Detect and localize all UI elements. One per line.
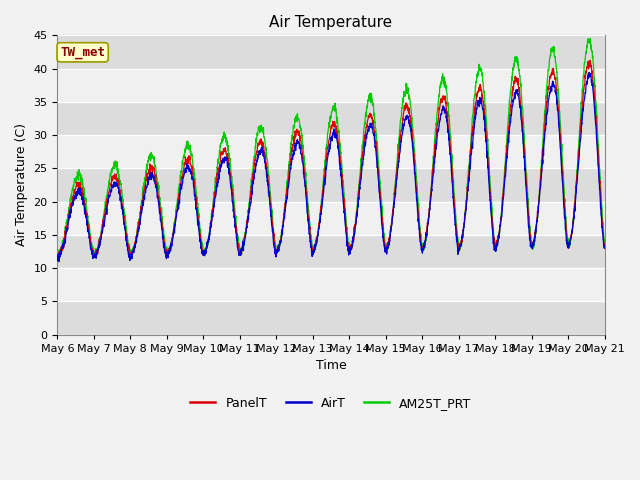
PanelT xyxy=(359,153,367,158)
Bar xyxy=(58,235,605,268)
AM25T_PRT xyxy=(552,67,560,72)
Bar xyxy=(58,36,605,69)
PanelT xyxy=(601,242,609,248)
AM25T_PRT xyxy=(206,220,214,226)
AirT xyxy=(54,257,61,263)
PanelT xyxy=(54,256,61,262)
Legend: PanelT, AirT, AM25T_PRT: PanelT, AirT, AM25T_PRT xyxy=(186,392,477,415)
Line: AM25T_PRT: AM25T_PRT xyxy=(58,38,605,259)
Bar xyxy=(58,135,605,168)
AM25T_PRT xyxy=(54,256,62,262)
X-axis label: Time: Time xyxy=(316,359,346,372)
PanelT xyxy=(586,58,594,63)
PanelT xyxy=(552,84,560,89)
AM25T_PRT xyxy=(490,236,498,242)
PanelT xyxy=(206,225,214,230)
AirT xyxy=(586,70,593,75)
Bar xyxy=(58,102,605,135)
AirT xyxy=(552,93,560,98)
AirT xyxy=(601,243,609,249)
AM25T_PRT xyxy=(586,36,594,41)
AirT xyxy=(490,247,498,253)
AM25T_PRT xyxy=(359,140,367,145)
Line: PanelT: PanelT xyxy=(58,60,605,259)
Title: Air Temperature: Air Temperature xyxy=(269,15,392,30)
Bar xyxy=(58,301,605,335)
AM25T_PRT xyxy=(54,254,61,260)
Text: TW_met: TW_met xyxy=(60,46,105,59)
AirT xyxy=(347,247,355,252)
PanelT xyxy=(568,234,575,240)
Bar xyxy=(58,69,605,102)
Bar xyxy=(58,202,605,235)
Bar xyxy=(58,168,605,202)
Bar xyxy=(58,268,605,301)
AirT xyxy=(55,259,63,264)
PanelT xyxy=(347,242,355,248)
AirT xyxy=(568,229,575,235)
Y-axis label: Air Temperature (C): Air Temperature (C) xyxy=(15,123,28,246)
AM25T_PRT xyxy=(568,229,575,235)
AM25T_PRT xyxy=(347,247,355,252)
Line: AirT: AirT xyxy=(58,72,605,262)
AM25T_PRT xyxy=(601,245,609,251)
AirT xyxy=(206,228,214,234)
AirT xyxy=(359,162,367,168)
PanelT xyxy=(490,237,498,242)
